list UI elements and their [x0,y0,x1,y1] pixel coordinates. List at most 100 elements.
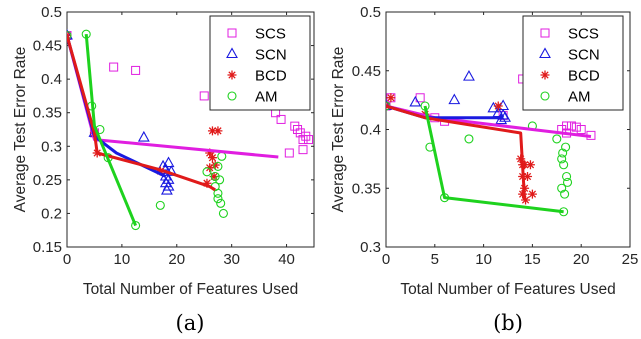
data-point-scs [131,65,141,75]
legend-marker-am [540,91,550,101]
data-point-am [218,208,228,218]
data-point-bcd [209,172,219,181]
data-point-scs [295,128,305,138]
data-point-bcd [521,195,531,205]
data-point-scn [137,130,150,142]
x-tick-label: 0 [382,251,390,268]
legend-marker-bcd [540,70,550,80]
data-point-scs [571,122,581,132]
y-tick-label: 0.45 [352,63,381,80]
data-point-bcd [205,163,215,173]
data-point-am [559,160,569,170]
y-tick-label: 0.35 [33,105,62,122]
data-point-am [131,220,141,231]
legend-label-am: AM [568,89,591,106]
x-tick-label: 5 [431,251,439,268]
data-point-bcd [207,153,217,163]
data-point-scn [463,69,475,81]
y-tick-label: 0.25 [33,172,62,189]
data-point-am [213,188,223,198]
data-point-scn [409,95,422,107]
data-point-bcd [516,154,526,164]
y-tick-label: 0.3 [41,138,62,155]
y-tick-label: 0.15 [33,239,62,256]
data-point-am [557,154,567,164]
x-tick-label: 20 [573,251,590,268]
x-tick-label: 10 [114,251,131,268]
data-point-scs [199,91,209,101]
y-tick-label: 0.4 [360,122,381,139]
legend-label-scs: SCS [255,26,286,43]
legend-label-am: AM [255,89,278,106]
legend-marker-scn [539,47,551,59]
series-line-am [84,34,137,227]
legend-marker-bcd [227,70,237,80]
data-point-scn [67,28,73,40]
data-point-am [213,194,223,204]
y-tick-label: 0.3 [360,239,381,256]
panel-caption: (a) [176,311,205,335]
data-point-am [155,200,165,210]
data-point-bcd [210,160,220,170]
x-axis-label: Total Number of Features Used [400,281,615,298]
data-point-scs [293,125,303,134]
data-point-bcd [518,189,528,199]
data-point-am [210,171,220,182]
data-point-scs [109,62,119,72]
series-line-bcd [386,104,527,201]
y-tick-label: 0.5 [41,4,62,21]
y-tick-label: 0.35 [352,180,381,197]
y-axis-label: Average Test Error Rate [330,47,347,213]
legend-box [209,15,311,111]
legend-marker-scn [226,47,238,59]
data-point-am [558,148,568,158]
data-point-scn [160,183,173,195]
legend-label-scn: SCN [568,47,600,64]
legend: SCS SCN BCD AM [522,15,624,111]
x-tick-label: 25 [622,251,639,268]
data-point-bcd [525,160,535,170]
data-point-scs [562,121,572,131]
data-point-scs [284,148,294,158]
data-point-am [560,189,570,199]
x-tick-label: 20 [168,251,185,268]
data-point-scs [304,135,314,145]
data-point-scs [298,145,308,155]
y-tick-label: 0.45 [33,38,62,55]
data-point-scn [162,156,175,168]
data-point-bcd [527,189,537,199]
legend-label-bcd: BCD [255,68,287,85]
x-tick-label: 30 [223,251,240,268]
y-tick-label: 0.5 [360,4,381,21]
data-point-am [561,142,571,152]
data-point-scn [487,101,500,113]
legend-label-bcd: BCD [568,68,600,85]
chart-panel-a: 0 10 20 30 40 0.15 0.2 0.25 0.3 0.35 0.4 0.45 0.5 Tot… [12,4,315,335]
data-point-am [67,30,72,41]
legend-label-scs: SCS [568,26,599,43]
data-point-am [552,134,562,144]
data-point-scn [386,99,392,111]
legend: SCS SCN BCD AM [209,15,311,111]
plot-marks [67,28,314,231]
chart-panel-b: 0 5 10 15 20 25 0.3 0.35 0.4 0.45 0.5 Total Number … [330,4,638,335]
data-point-scs [301,131,311,141]
data-point-scs [298,135,308,145]
y-tick-label: 0.4 [41,71,62,88]
y-tick-label: 0.2 [41,205,62,222]
data-point-bcd [520,160,530,170]
data-point-bcd [202,178,212,188]
data-point-scs [566,121,576,131]
data-point-bcd [523,172,533,181]
x-tick-label: 10 [475,251,492,268]
legend-marker-scs [540,28,550,38]
data-point-scs [576,125,586,134]
data-point-am [202,167,212,177]
data-point-scn [165,165,178,176]
x-tick-label: 15 [524,251,541,268]
data-point-am [557,183,567,193]
panel-caption: (b) [493,311,523,335]
plot-marks [386,69,596,217]
series-line-am [423,105,564,214]
legend-marker-am [227,91,237,101]
